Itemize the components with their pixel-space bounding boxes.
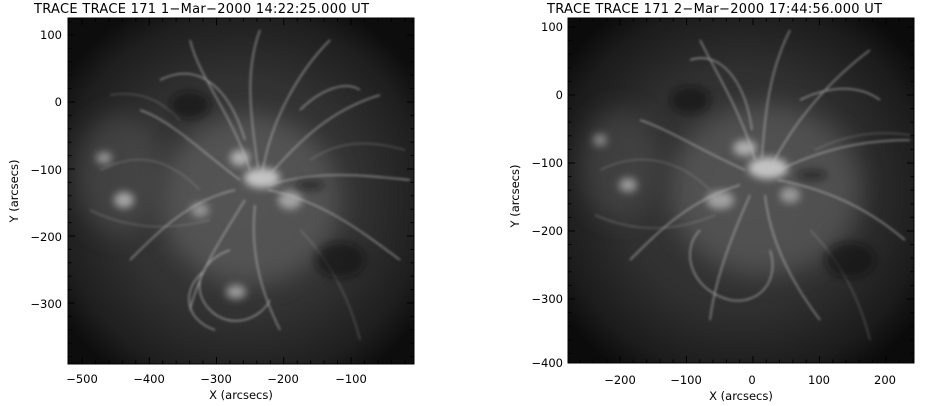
panel-right-ytick: −400 — [531, 356, 563, 370]
panel-right-xtick: 0 — [748, 373, 755, 387]
panel-right-xlabel: X (arcsecs) — [709, 389, 773, 403]
panel-right-ytick: −100 — [531, 156, 563, 170]
panel-left-ylabel: Y (arcsecs) — [7, 160, 21, 224]
panel-left-ytick: −300 — [30, 297, 62, 311]
panel-left-ytick: −200 — [30, 230, 62, 244]
panel-left-frame — [67, 17, 415, 365]
panel-left-ticks — [68, 18, 414, 364]
panel-right-xtick: −100 — [670, 373, 702, 387]
panel-right-image — [568, 18, 914, 363]
panel-left-ytick: 100 — [40, 28, 62, 42]
panel-right-ylabel: Y (arcsecs) — [508, 165, 522, 229]
panel-right-ytick: −300 — [531, 292, 563, 306]
panel-left-ytick: −100 — [30, 163, 62, 177]
panel-right-ytick: 100 — [541, 20, 563, 34]
panel-left-xtick: −400 — [133, 372, 165, 386]
panel-left: TRACE TRACE 171 1−Mar−2000 14:22:25.000 … — [7, 2, 415, 402]
panel-right-xtick: 100 — [808, 373, 830, 387]
panel-right-ytick: −200 — [531, 224, 563, 238]
panel-right-ticks — [568, 18, 914, 363]
panel-left-title: TRACE TRACE 171 1−Mar−2000 14:22:25.000 … — [33, 2, 369, 17]
panel-right: TRACE TRACE 171 2−Mar−2000 17:44:56.000 … — [508, 2, 915, 403]
panel-left-xtick: −300 — [200, 372, 232, 386]
panel-right-title: TRACE TRACE 171 2−Mar−2000 17:44:56.000 … — [546, 2, 882, 17]
panel-left-xtick: −100 — [335, 372, 367, 386]
panel-left-xtick: −500 — [66, 372, 98, 386]
panel-right-ytick: 0 — [556, 88, 563, 102]
panel-left-xlabel: X (arcsecs) — [209, 388, 273, 402]
panel-left-image — [68, 18, 414, 364]
panel-left-ytick: 0 — [55, 95, 62, 109]
panel-right-xtick: −200 — [604, 373, 636, 387]
panel-right-xtick: 200 — [874, 373, 896, 387]
panel-left-xtick: −200 — [267, 372, 299, 386]
